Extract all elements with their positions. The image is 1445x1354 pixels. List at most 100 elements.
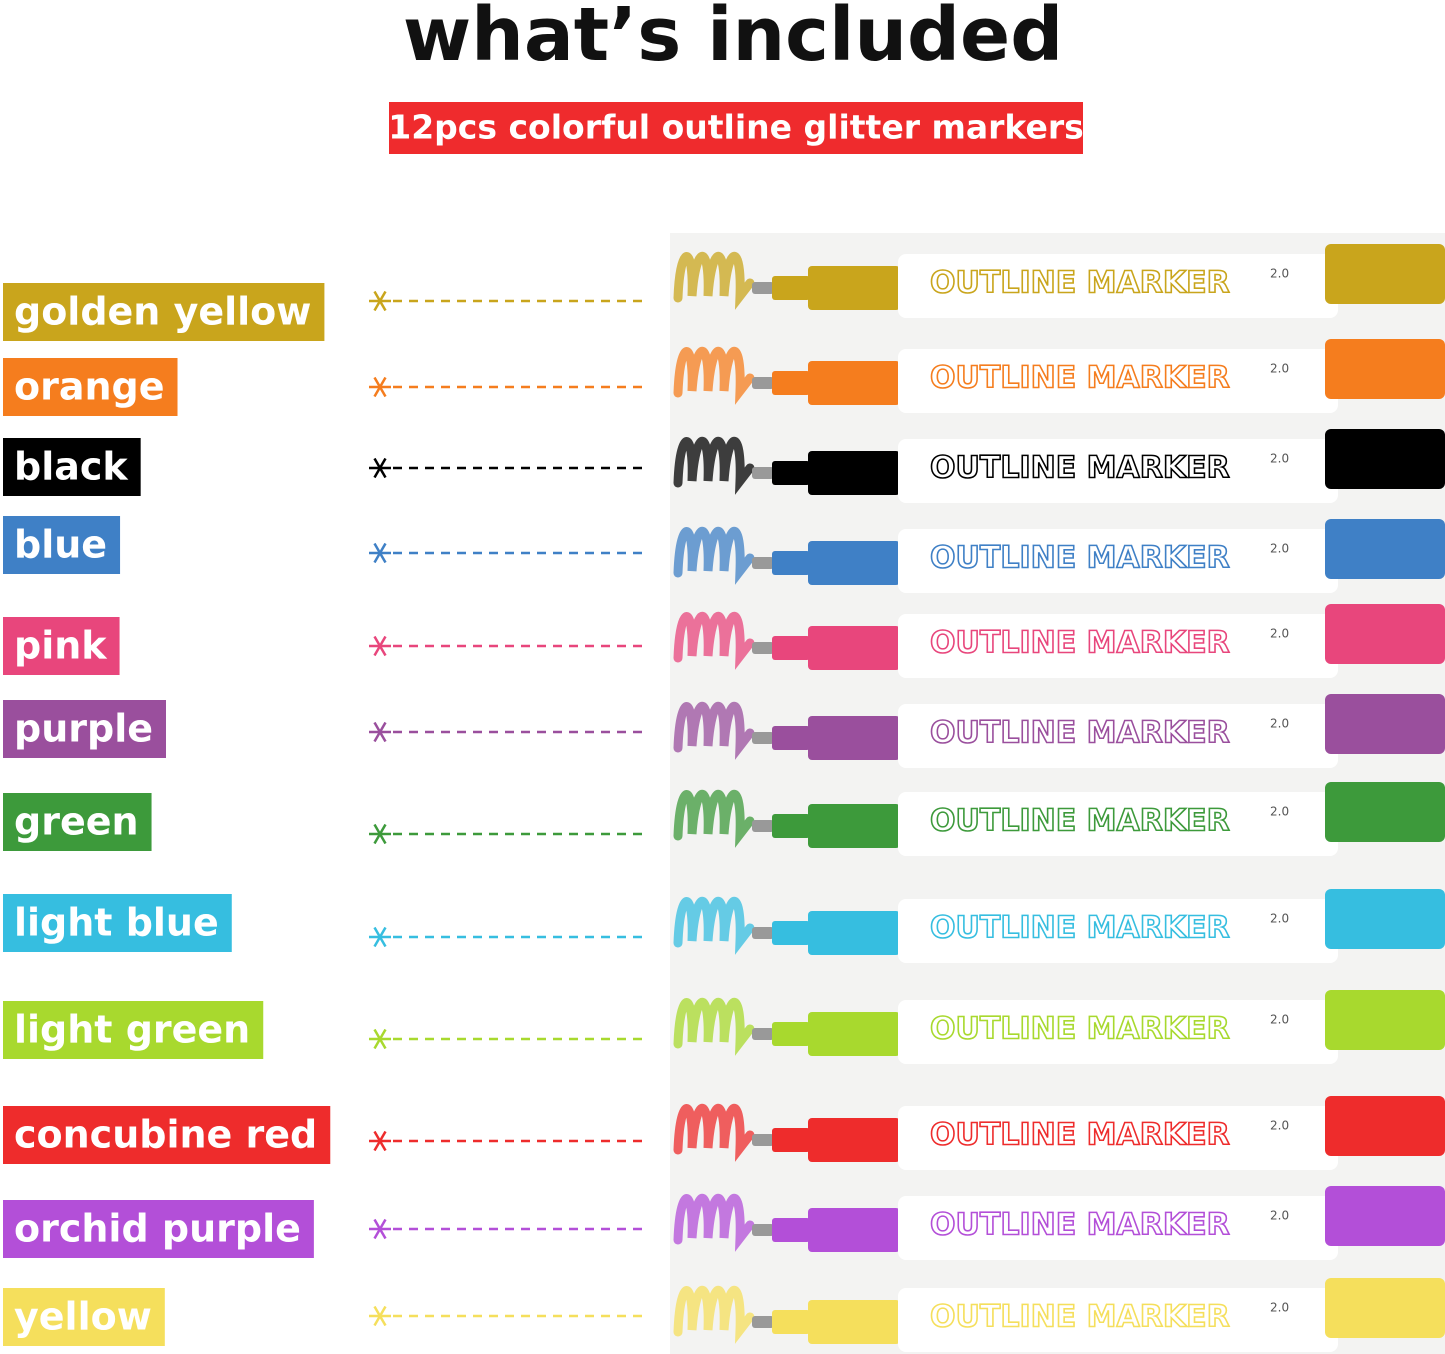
pen-body	[898, 792, 1338, 856]
pen-brand: OUTLINE MARKER	[930, 1012, 1230, 1047]
pen-cap	[1325, 889, 1445, 949]
pen-cap	[1325, 1096, 1445, 1156]
scribble	[673, 998, 755, 1056]
pen-collar	[808, 266, 900, 310]
pen-tip	[772, 1310, 810, 1334]
item: light green OUTLINE MARKER 2.0	[3, 990, 1445, 1064]
item: concubine red OUTLINE MARKER 2.0	[3, 1096, 1445, 1170]
pen-cap	[1325, 1186, 1445, 1246]
pen-tip	[772, 726, 810, 750]
pen-tip	[772, 551, 810, 575]
asterisk	[373, 926, 387, 948]
pen-tip-size: 2.0	[1270, 1013, 1289, 1027]
label-box	[3, 1288, 165, 1346]
label-box	[3, 516, 121, 574]
asterisk	[373, 376, 387, 398]
pen-body	[898, 254, 1338, 318]
scribble	[673, 612, 755, 670]
asterisk	[373, 542, 387, 564]
pen-tip	[772, 1218, 810, 1242]
label-box	[3, 1106, 331, 1164]
pen-brand: OUTLINE MARKER	[930, 361, 1230, 396]
pen-tip-size: 2.0	[1270, 267, 1289, 281]
asterisk	[373, 457, 387, 479]
label-text: orange	[14, 365, 165, 409]
pen-collar	[808, 626, 900, 670]
scribble	[673, 702, 755, 760]
pen-tip-size: 2.0	[1270, 1209, 1289, 1223]
pen-tip-size: 2.0	[1270, 627, 1289, 641]
pen-tip-size: 2.0	[1270, 717, 1289, 731]
pen-cap	[1325, 990, 1445, 1050]
pen-brand: OUTLINE MARKER	[930, 1208, 1230, 1243]
asterisk	[373, 1130, 387, 1152]
pen-body	[898, 1196, 1338, 1260]
pen-body	[898, 439, 1338, 503]
pen-tip-size: 2.0	[1270, 1119, 1289, 1133]
item: blue OUTLINE MARKER 2.0	[3, 516, 1445, 593]
title: what’s included	[403, 0, 1063, 78]
scribble	[673, 790, 755, 848]
pen-tip-size: 2.0	[1270, 362, 1289, 376]
pen-collar	[808, 541, 900, 585]
pen-brand: OUTLINE MARKER	[930, 804, 1230, 839]
item: yellow OUTLINE MARKER 2.0	[3, 1278, 1445, 1352]
pen-tip-size: 2.0	[1270, 452, 1289, 466]
pen-tip-size: 2.0	[1270, 542, 1289, 556]
label-text: concubine red	[14, 1113, 317, 1157]
asterisk	[373, 1028, 387, 1050]
pen-brand: OUTLINE MARKER	[930, 626, 1230, 661]
item: black OUTLINE MARKER 2.0	[3, 429, 1445, 503]
pen-body	[898, 1106, 1338, 1170]
item: pink OUTLINE MARKER 2.0	[3, 604, 1445, 678]
asterisk	[373, 721, 387, 743]
scribble	[673, 1286, 755, 1344]
pen-cap	[1325, 339, 1445, 399]
pen-tip	[772, 1022, 810, 1046]
pen-brand: OUTLINE MARKER	[930, 911, 1230, 946]
scribble	[673, 527, 755, 585]
label-text: light blue	[14, 901, 219, 945]
asterisk	[373, 635, 387, 657]
pen-body	[898, 614, 1338, 678]
pen-nib	[752, 467, 774, 479]
pen-body	[898, 899, 1338, 963]
pen-collar	[808, 716, 900, 760]
pen-tip	[772, 461, 810, 485]
pen-nib	[752, 557, 774, 569]
item: orange OUTLINE MARKER 2.0	[3, 339, 1445, 416]
subtitle-banner	[389, 102, 1083, 154]
label-text: golden yellow	[14, 290, 311, 334]
pen-brand: OUTLINE MARKER	[930, 541, 1230, 576]
pen-nib	[752, 642, 774, 654]
pen-body	[898, 704, 1338, 768]
pen-collar	[808, 361, 900, 405]
label-text: pink	[14, 624, 107, 668]
pen-body	[898, 1288, 1338, 1352]
pen-nib	[752, 732, 774, 744]
pen-cap	[1325, 1278, 1445, 1338]
pen-nib	[752, 927, 774, 939]
label-box	[3, 438, 141, 496]
pen-tip-size: 2.0	[1270, 1301, 1289, 1315]
label-box	[3, 1200, 314, 1258]
pen-nib	[752, 282, 774, 294]
pen-tip	[772, 636, 810, 660]
pen-body	[898, 529, 1338, 593]
pen-cap	[1325, 429, 1445, 489]
label-box	[3, 700, 166, 758]
label-text: light green	[14, 1008, 250, 1052]
label-box	[3, 793, 152, 851]
pen-nib	[752, 1028, 774, 1040]
pen-tip	[772, 1128, 810, 1152]
pen-tip	[772, 921, 810, 945]
pen-tip	[772, 276, 810, 300]
pen-collar	[808, 1118, 900, 1162]
scribble	[673, 1194, 755, 1252]
pen-collar	[808, 1300, 900, 1344]
scribble	[673, 1104, 755, 1162]
pen-collar	[808, 1012, 900, 1056]
label-text: black	[14, 445, 128, 489]
pen-tip	[772, 814, 810, 838]
